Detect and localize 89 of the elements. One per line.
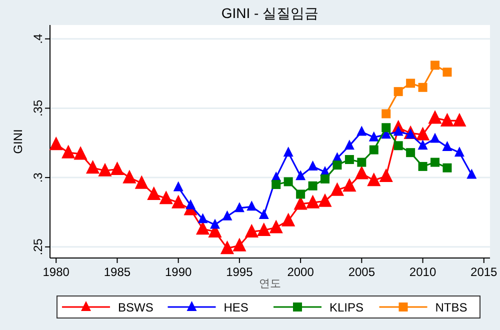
point bbox=[210, 218, 220, 229]
point bbox=[369, 145, 378, 154]
point bbox=[296, 190, 306, 199]
y-axis-title: GINI bbox=[11, 129, 25, 154]
point bbox=[257, 222, 271, 236]
point bbox=[134, 175, 148, 189]
point bbox=[416, 126, 430, 140]
point bbox=[234, 202, 244, 212]
point bbox=[308, 160, 318, 170]
point bbox=[172, 194, 186, 208]
point bbox=[220, 240, 234, 254]
point bbox=[332, 160, 342, 170]
x-axis-title: 연도 bbox=[259, 278, 281, 290]
point bbox=[357, 158, 366, 167]
point bbox=[342, 178, 356, 192]
point bbox=[393, 126, 404, 136]
point bbox=[198, 213, 208, 224]
x-tick-label: 2015 bbox=[470, 265, 498, 279]
point bbox=[173, 181, 184, 192]
point bbox=[452, 112, 466, 126]
point bbox=[296, 170, 306, 180]
point bbox=[306, 194, 320, 208]
point bbox=[222, 210, 232, 220]
point bbox=[308, 181, 318, 190]
point bbox=[418, 162, 428, 171]
legend-label: KLIPS bbox=[330, 300, 364, 314]
point bbox=[62, 144, 76, 158]
point bbox=[98, 162, 112, 176]
point bbox=[430, 158, 440, 167]
x-tick-label: 1990 bbox=[164, 265, 192, 279]
x-tick-label: 1985 bbox=[104, 265, 131, 279]
point bbox=[379, 168, 393, 182]
point bbox=[320, 174, 330, 184]
legend-label: NTBS bbox=[435, 300, 468, 314]
point bbox=[442, 141, 452, 152]
point bbox=[330, 182, 344, 196]
point bbox=[272, 180, 281, 189]
point bbox=[430, 60, 440, 70]
point bbox=[122, 170, 136, 184]
point bbox=[147, 186, 161, 200]
point bbox=[418, 140, 428, 150]
point bbox=[442, 163, 452, 172]
chart-title: GINI - 실질임금 bbox=[221, 5, 319, 21]
x-tick-label: 2005 bbox=[348, 265, 376, 279]
point bbox=[418, 82, 428, 92]
point bbox=[344, 140, 354, 150]
point bbox=[344, 155, 354, 164]
point bbox=[368, 131, 379, 142]
point bbox=[86, 160, 100, 174]
point bbox=[440, 112, 454, 126]
point bbox=[74, 146, 88, 160]
point bbox=[258, 209, 269, 220]
point bbox=[442, 68, 452, 77]
point bbox=[466, 168, 477, 179]
point bbox=[454, 146, 464, 157]
point bbox=[246, 200, 257, 211]
point bbox=[394, 87, 403, 96]
point bbox=[232, 238, 246, 252]
legend-label: HES bbox=[224, 300, 248, 314]
point bbox=[430, 132, 440, 143]
point bbox=[110, 161, 124, 176]
y-tick-label: .4 bbox=[31, 34, 45, 44]
point bbox=[283, 146, 294, 157]
y-tick-label: .35 bbox=[31, 100, 45, 117]
x-tick-label: 1995 bbox=[226, 265, 254, 279]
y-tick-label: .3 bbox=[31, 172, 45, 183]
point bbox=[394, 141, 403, 150]
point bbox=[282, 212, 296, 226]
point bbox=[159, 190, 173, 204]
point bbox=[382, 123, 391, 132]
point bbox=[196, 221, 210, 235]
point bbox=[354, 166, 368, 180]
point bbox=[244, 224, 258, 238]
point bbox=[49, 136, 63, 150]
point bbox=[406, 78, 416, 88]
point bbox=[269, 220, 283, 234]
point bbox=[428, 110, 442, 124]
point bbox=[356, 126, 367, 136]
point bbox=[284, 177, 293, 186]
x-tick-label: 2010 bbox=[409, 265, 436, 279]
x-tick-label: 1980 bbox=[42, 265, 70, 279]
point bbox=[406, 148, 416, 158]
point bbox=[318, 193, 332, 207]
y-tick-label: .25 bbox=[31, 238, 45, 256]
legend-label: BSWS bbox=[118, 300, 154, 314]
x-tick-label: 2000 bbox=[287, 265, 314, 279]
point bbox=[367, 172, 381, 186]
point bbox=[186, 199, 196, 210]
point bbox=[382, 109, 391, 118]
